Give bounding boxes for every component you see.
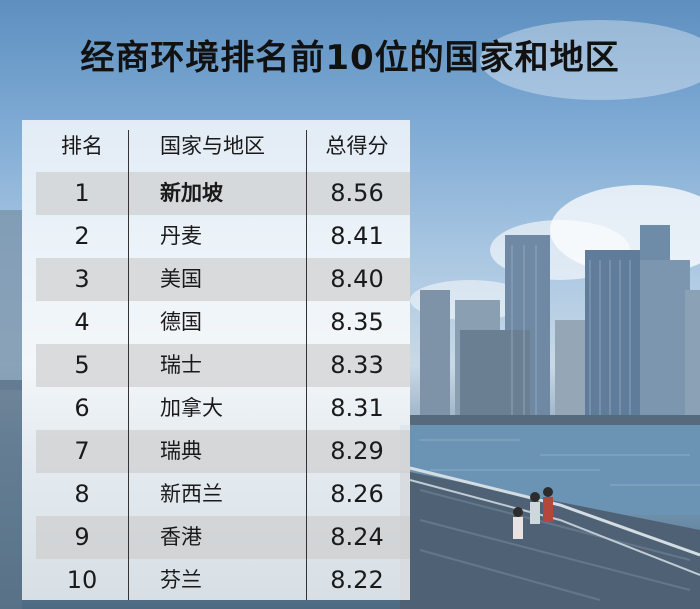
name-cell: 瑞士	[160, 353, 202, 377]
name-cell: 美国	[160, 267, 202, 291]
page-title: 经商环境排名前10位的国家和地区	[80, 38, 620, 78]
rank-cell: 10	[66, 566, 98, 594]
table-row: 7 瑞典 8.29	[36, 430, 410, 473]
header-name: 国家与地区	[160, 134, 265, 158]
score-cell: 8.56	[330, 179, 384, 207]
score-cell: 8.26	[330, 480, 384, 508]
table-row: 3 美国 8.40	[36, 258, 410, 301]
score-cell: 8.31	[330, 394, 384, 422]
rank-cell: 3	[74, 265, 90, 293]
score-cell: 8.24	[330, 523, 384, 551]
name-cell: 新加坡	[160, 181, 223, 205]
name-cell: 瑞典	[160, 439, 202, 463]
rank-cell: 6	[74, 394, 90, 422]
name-cell: 丹麦	[160, 224, 202, 248]
table-row: 10 芬兰 8.22	[22, 559, 410, 602]
header-score: 总得分	[325, 134, 389, 158]
table-row: 4 德国 8.35	[22, 301, 410, 344]
name-cell: 新西兰	[160, 482, 223, 506]
score-cell: 8.40	[330, 265, 384, 293]
name-cell: 德国	[160, 310, 202, 334]
name-cell: 加拿大	[160, 396, 223, 420]
table-row: 2 丹麦 8.41	[22, 215, 410, 258]
score-cell: 8.35	[330, 308, 384, 336]
header-rank: 排名	[61, 134, 103, 158]
score-cell: 8.22	[330, 566, 384, 594]
name-cell: 芬兰	[160, 568, 202, 592]
rank-cell: 1	[74, 179, 90, 207]
column-divider	[128, 130, 129, 600]
name-cell: 香港	[160, 525, 202, 549]
score-cell: 8.33	[330, 351, 384, 379]
rank-cell: 5	[74, 351, 90, 379]
rank-cell: 8	[74, 480, 90, 508]
table-row: 9 香港 8.24	[36, 516, 410, 559]
table-header: 排名 国家与地区 总得分	[22, 120, 410, 172]
ranking-table: 排名 国家与地区 总得分 1 新加坡 8.56 2 丹麦 8.41 3 美国 8…	[22, 120, 410, 600]
rank-cell: 9	[74, 523, 90, 551]
table-row: 8 新西兰 8.26	[22, 473, 410, 516]
rank-cell: 2	[74, 222, 90, 250]
rank-cell: 7	[74, 437, 90, 465]
score-cell: 8.29	[330, 437, 384, 465]
score-cell: 8.41	[330, 222, 384, 250]
table-row: 5 瑞士 8.33	[36, 344, 410, 387]
table-row: 6 加拿大 8.31	[22, 387, 410, 430]
column-divider	[306, 130, 307, 600]
rank-cell: 4	[74, 308, 90, 336]
table-row: 1 新加坡 8.56	[36, 172, 410, 215]
